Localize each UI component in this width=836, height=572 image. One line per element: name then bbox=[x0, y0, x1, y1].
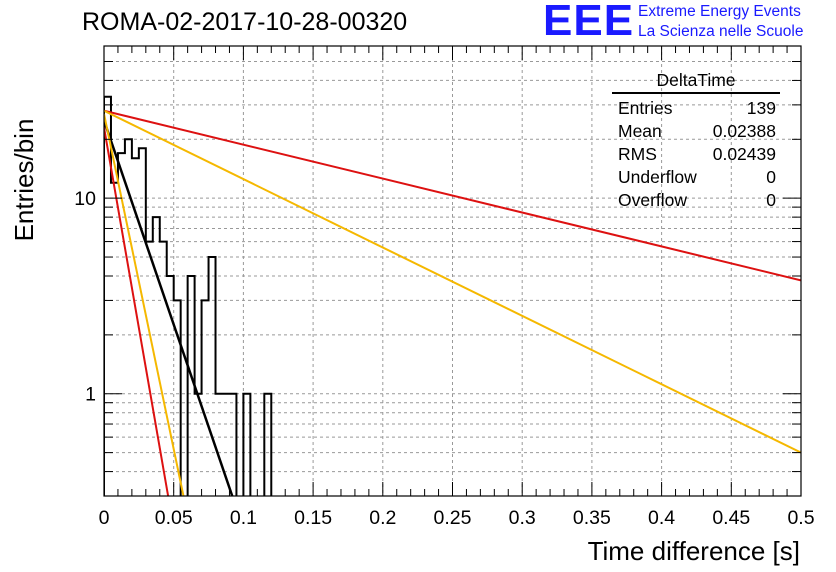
histogram-outline bbox=[104, 95, 273, 496]
stats-row-overflow: Overflow 0 bbox=[612, 189, 780, 212]
stats-title: DeltaTime bbox=[612, 70, 780, 94]
fit-line-1 bbox=[104, 119, 234, 496]
fit-lines bbox=[104, 109, 801, 496]
x-tick-label: 0.15 bbox=[294, 507, 332, 529]
x-tick-label: 0.35 bbox=[573, 507, 611, 529]
stats-label: Mean bbox=[618, 121, 662, 141]
stats-label: RMS bbox=[618, 144, 657, 164]
logo-mark: EEE bbox=[543, 0, 635, 45]
stats-row-entries: Entries 139 bbox=[612, 97, 780, 120]
x-tick-label: 0.05 bbox=[155, 507, 193, 529]
fit-line-3 bbox=[104, 109, 801, 454]
stats-row-underflow: Underflow 0 bbox=[612, 166, 780, 189]
x-axis-label: Time difference [s] bbox=[588, 536, 800, 566]
stats-label: Underflow bbox=[618, 167, 697, 187]
y-tick-label: 10 bbox=[74, 188, 96, 210]
stats-label: Entries bbox=[618, 98, 673, 118]
stats-row-rms: RMS 0.02439 bbox=[612, 143, 780, 166]
stats-box: DeltaTime Entries 139 Mean 0.02388 RMS 0… bbox=[612, 70, 780, 212]
chart-title: ROMA-02-2017-10-28-00320 bbox=[82, 8, 408, 36]
x-tick-label: 0.4 bbox=[648, 507, 675, 529]
x-tick-label: 0.45 bbox=[712, 507, 750, 529]
fit-line-5 bbox=[104, 113, 185, 496]
stats-value: 0 bbox=[766, 190, 776, 210]
y-axis-label: Entries/bin bbox=[9, 119, 39, 242]
stats-value: 139 bbox=[746, 98, 776, 118]
fit-line-4 bbox=[104, 127, 170, 496]
x-tick-label: 0.3 bbox=[509, 507, 536, 529]
x-tick-label: 0 bbox=[99, 507, 110, 529]
y-tick-label: 1 bbox=[85, 384, 96, 406]
stats-row-mean: Mean 0.02388 bbox=[612, 120, 780, 143]
fit-line-2 bbox=[104, 109, 801, 282]
histogram-bars bbox=[104, 95, 273, 496]
tick-labels: 0 0.05 0.1 0.15 0.2 0.25 0.3 0.35 0.4 0.45 0.5 1 10 bbox=[74, 188, 814, 529]
stats-value: 0 bbox=[766, 167, 776, 187]
x-tick-label: 0.1 bbox=[230, 507, 257, 529]
stats-value: 0.02439 bbox=[712, 144, 776, 164]
stats-value: 0.02388 bbox=[712, 121, 776, 141]
logo-line-2: La Scienza nelle Scuole bbox=[638, 23, 804, 40]
x-tick-label: 0.5 bbox=[787, 507, 814, 529]
x-tick-label: 0.25 bbox=[434, 507, 472, 529]
axes bbox=[103, 45, 802, 497]
stats-label: Overflow bbox=[618, 190, 688, 210]
logo-line-1: Extreme Energy Events bbox=[638, 3, 801, 20]
x-tick-label: 0.2 bbox=[369, 507, 396, 529]
